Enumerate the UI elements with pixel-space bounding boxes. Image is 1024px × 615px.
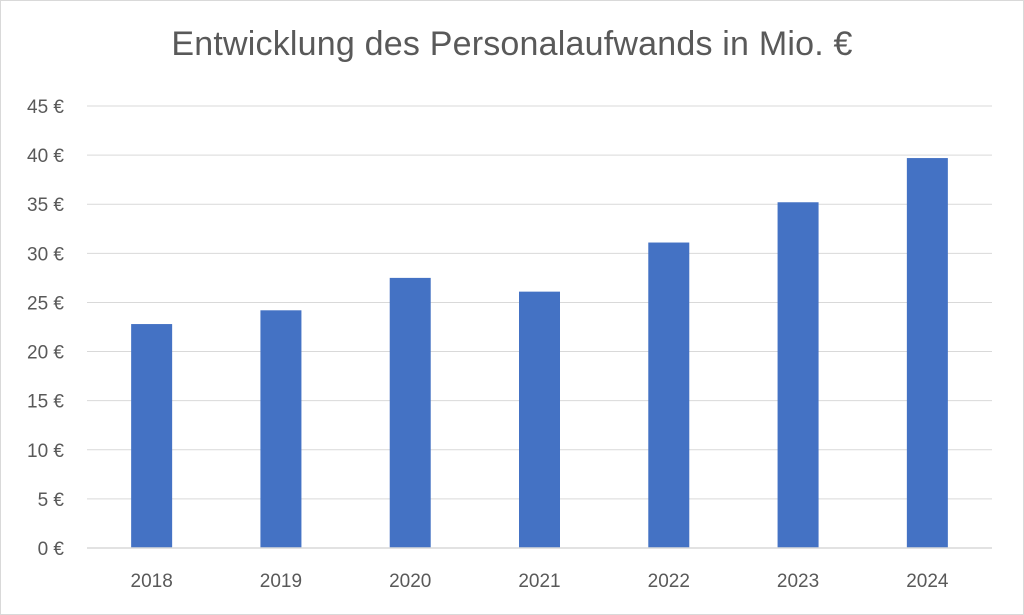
bar-2019 <box>260 310 302 548</box>
y-tick-label: 5 € <box>38 490 65 511</box>
y-tick-label: 20 € <box>27 343 64 364</box>
x-tick-label: 2024 <box>906 571 949 592</box>
y-tick-label: 10 € <box>27 441 64 462</box>
y-tick-label: 0 € <box>38 539 65 560</box>
x-tick-label: 2018 <box>131 571 173 592</box>
tick-labels: 0 € 5 € 10 € 15 € 20 € 25 € 30 € 35 € 40 € 45 € 20… <box>27 97 949 592</box>
y-tick-label: 15 € <box>27 392 64 413</box>
bars <box>131 158 948 549</box>
bar-2022 <box>648 242 690 549</box>
y-tick-label: 35 € <box>27 195 64 216</box>
x-tick-label: 2021 <box>518 571 560 592</box>
bar-2021 <box>519 291 560 548</box>
bar-2018 <box>131 324 173 548</box>
bar-2024 <box>906 158 948 548</box>
y-tick-label: 25 € <box>27 293 64 314</box>
x-tick-label: 2019 <box>260 571 302 592</box>
chart-title: Entwicklung des Personalaufwands in Mio.… <box>171 25 853 63</box>
y-tick-label: 30 € <box>27 244 64 265</box>
bar-2023 <box>777 202 819 548</box>
bar-2020 <box>389 277 431 548</box>
y-tick-label: 45 € <box>27 97 64 118</box>
x-tick-label: 2022 <box>648 571 690 592</box>
x-tick-label: 2020 <box>389 571 431 592</box>
y-tick-label: 40 € <box>27 146 64 167</box>
x-tick-label: 2023 <box>777 571 819 592</box>
